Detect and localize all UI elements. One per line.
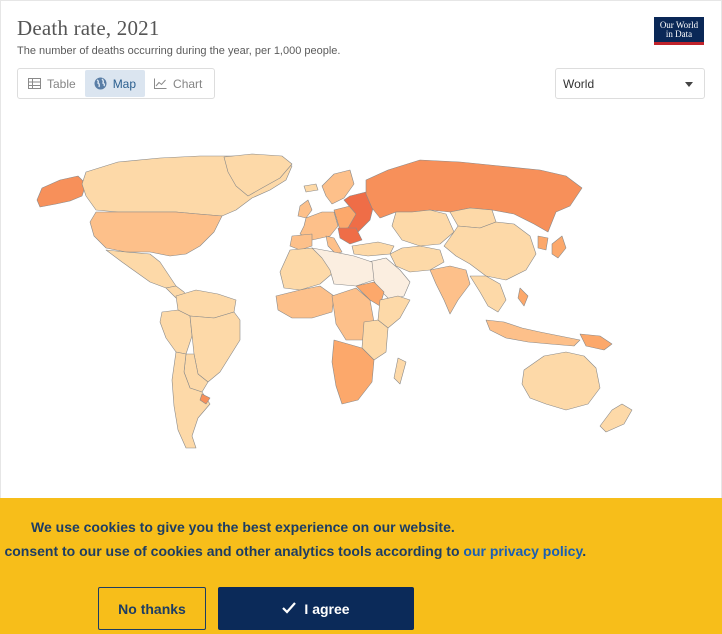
tab-map[interactable]: Map [84,70,146,97]
map-region-horn-of-africa [377,295,411,329]
caret-down-icon [685,82,693,87]
cookie-message: We use cookies to give you the best expe… [31,519,455,535]
map-region-uruguay [199,393,211,405]
page-subtitle: The number of deaths occurring during th… [17,45,341,57]
map-region-korea-japan [537,235,567,259]
map-region-argentina-chile [171,351,211,449]
table-icon [28,78,41,89]
tab-chart-label: Chart [173,76,203,91]
region-select-value: World [563,77,595,91]
cookie-banner: We use cookies to give you the best expe… [0,498,722,634]
globe-icon [94,77,107,90]
map-region-indonesia [485,319,581,347]
line-chart-icon [154,78,167,89]
map-region-western-europe [299,211,339,241]
logo-line-1: Our World [659,20,699,30]
accept-cookies-label: I agree [304,600,350,617]
map-region-usa [89,211,223,257]
map-region-sahel-east [355,281,385,307]
map-region-central-asia [391,209,455,247]
map-region-north-africa [311,247,375,287]
map-region-philippines [517,287,529,307]
logo-line-2: in Data [665,29,693,39]
cookie-consent-prefix: u consent to our use of cookies and othe… [0,543,464,559]
decline-cookies-button[interactable]: No thanks [98,587,206,630]
tab-map-label: Map [112,76,137,91]
view-tabs: Table Map Chart [17,68,215,99]
region-select[interactable]: World [555,68,705,99]
page-title: Death rate, 2021 [17,16,160,40]
tab-table[interactable]: Table [19,70,85,97]
map-region-scandinavia [321,169,355,205]
map-region-balkans [337,227,363,245]
decline-cookies-label: No thanks [118,600,186,617]
map-region-india [429,265,471,315]
map-region-china [443,221,537,281]
cookie-consent-text: u consent to our use of cookies and othe… [0,543,586,559]
map-region-peru-ecuador [159,309,193,355]
map-region-iceland [303,183,319,193]
map-region-russia [365,159,583,233]
map-region-southeast-asia [469,275,507,313]
map-region-new-zealand [599,403,633,433]
map-region-mexico [105,249,177,289]
cookie-consent-suffix: . [582,543,587,559]
map-region-madagascar [393,357,407,385]
map-region-greenland [223,153,293,197]
privacy-policy-link[interactable]: our privacy policy [463,543,583,559]
checkmark-icon [282,601,297,617]
map-region-alaska [36,175,87,208]
map-region-southern-africa [331,339,375,405]
map-region-iberia [289,233,313,251]
tab-chart[interactable]: Chart [145,70,211,97]
map-region-turkey [351,241,395,257]
map-region-new-guinea [579,333,613,351]
map-region-iran-afghanistan [389,245,445,273]
map-region-australia [521,351,601,411]
accept-cookies-button[interactable]: I agree [218,587,414,630]
map-region-uk-ireland [297,199,313,219]
tab-table-label: Table [47,76,76,91]
owid-logo[interactable]: Our World in Data [654,17,704,45]
map-region-west-africa [275,285,335,319]
world-map[interactable] [0,130,722,470]
